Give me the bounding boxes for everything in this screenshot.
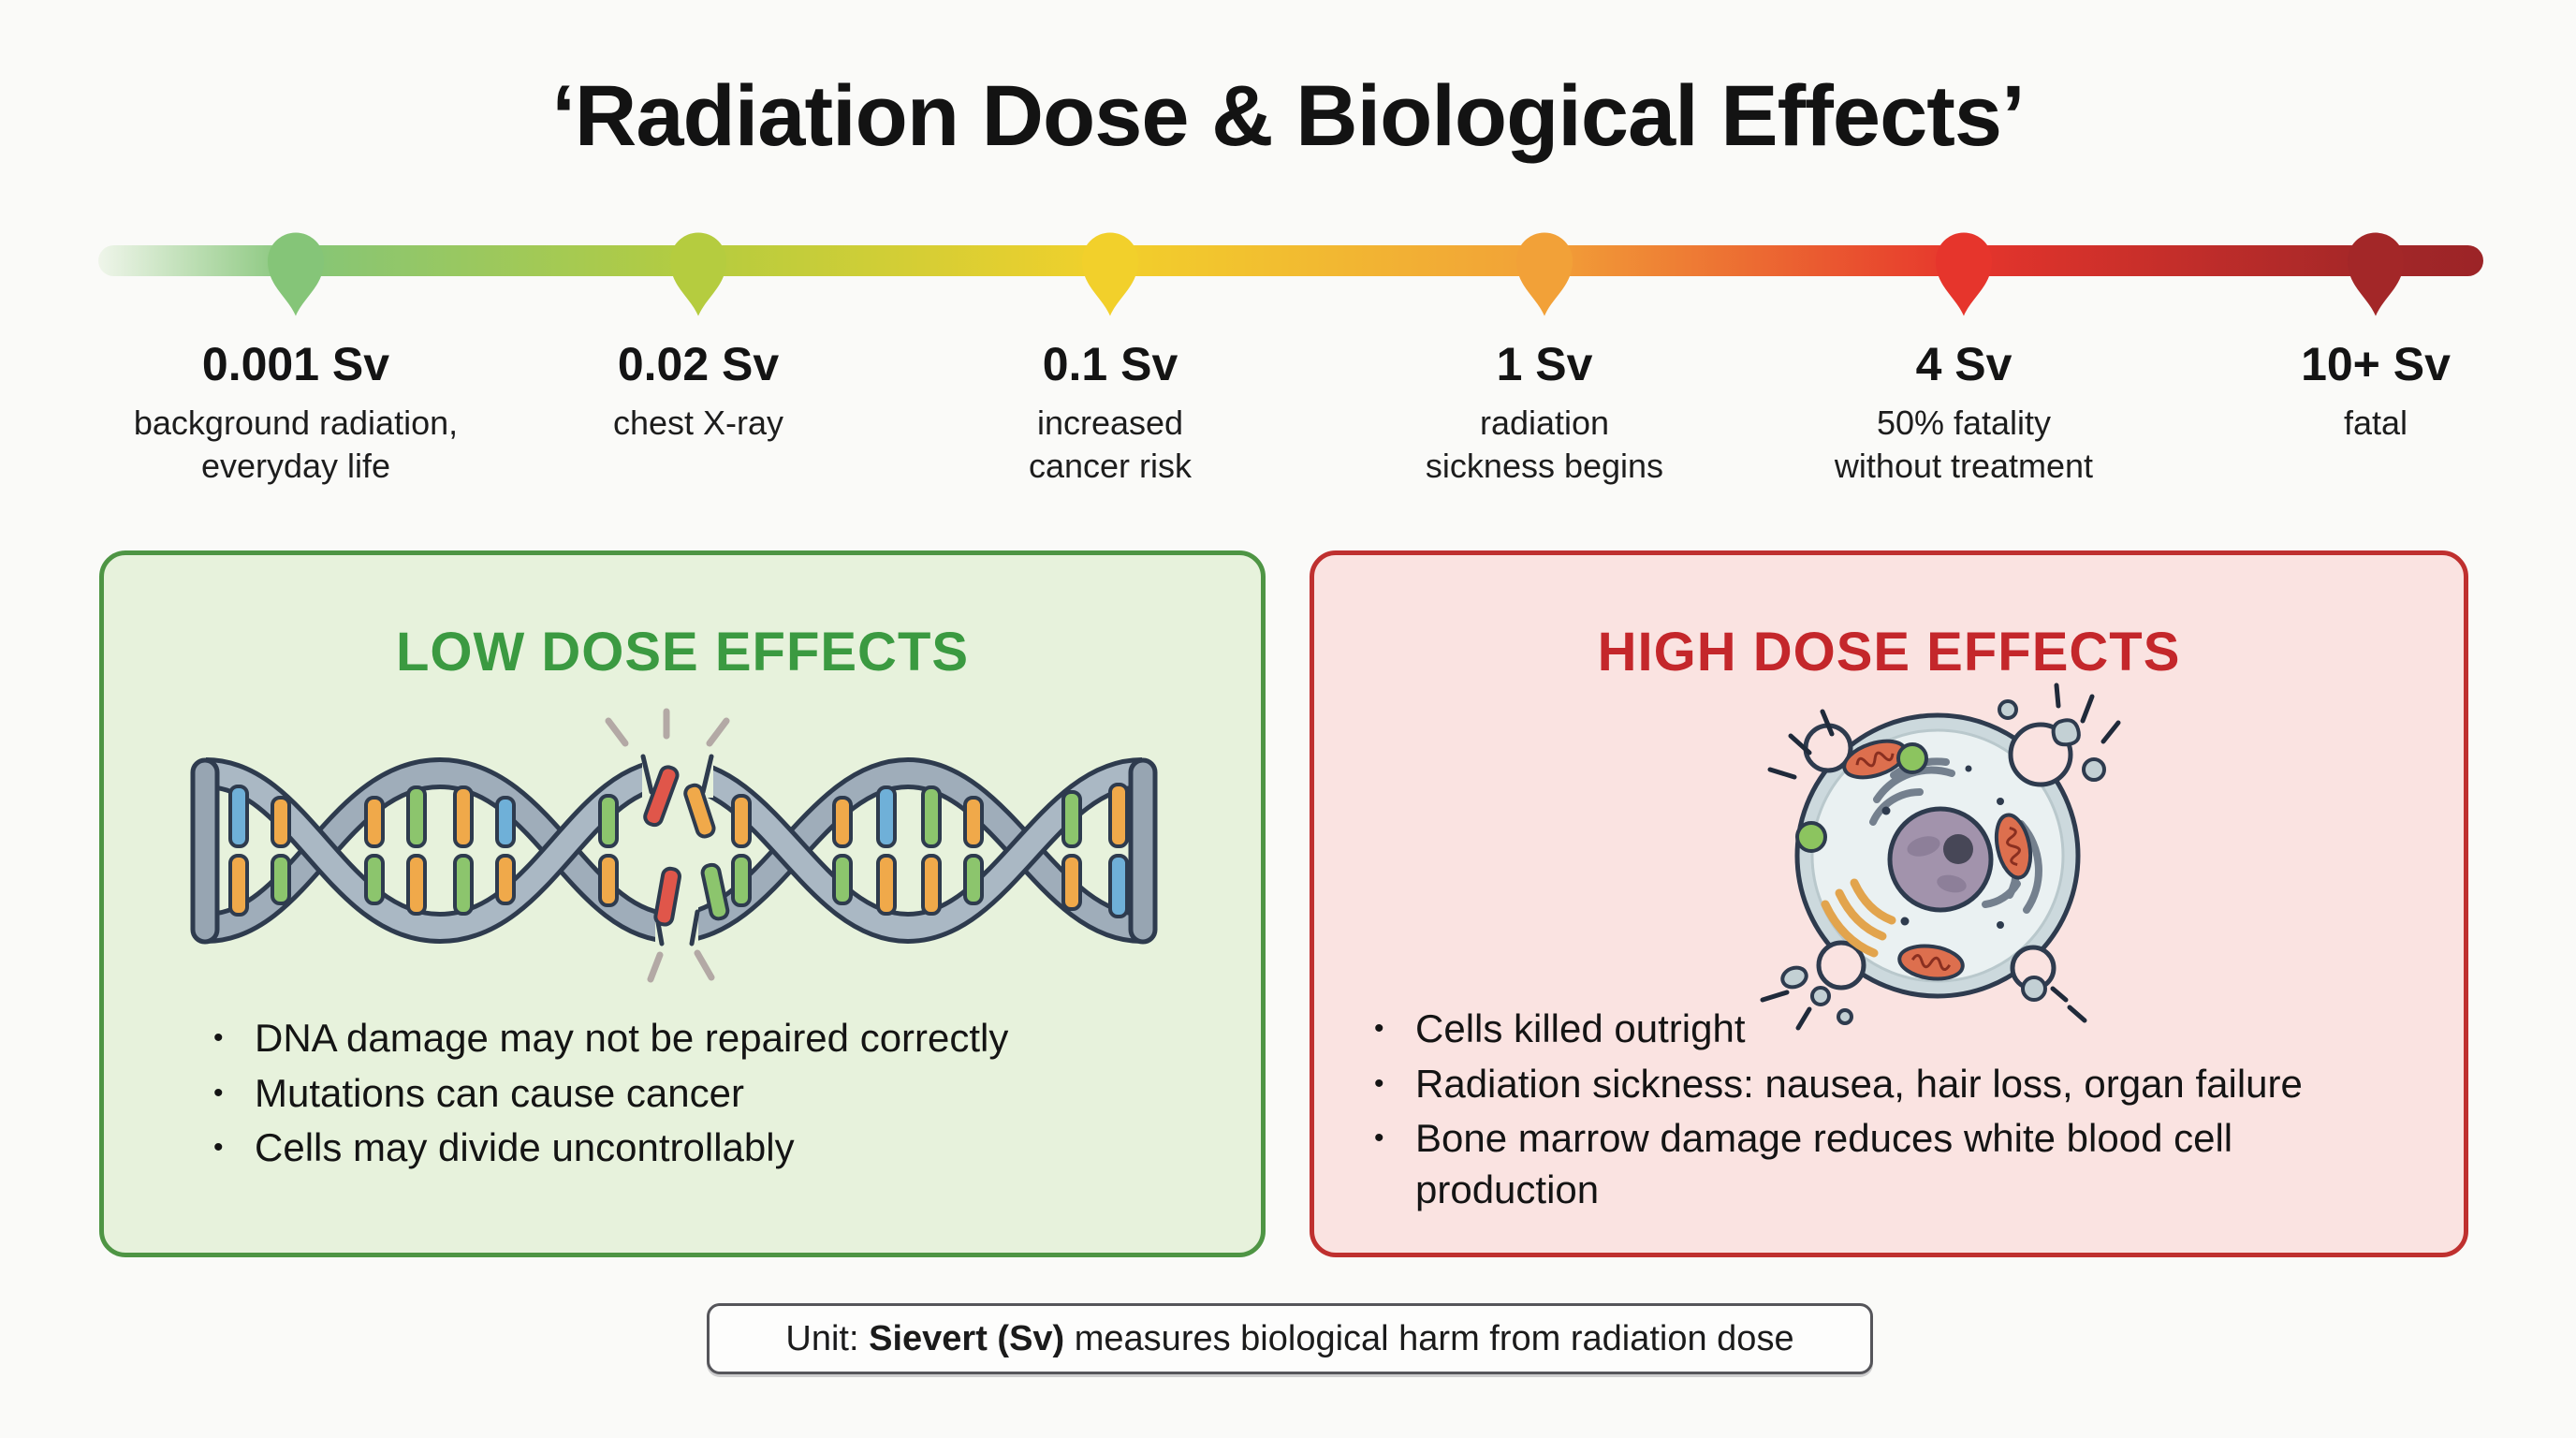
scale-pin-01sv [1082,232,1138,316]
list-item: • Cells killed outright [1374,1004,2385,1055]
bullet-text: DNA damage may not be repaired correctly [255,1016,1009,1060]
dose-value: 0.02 Sv [617,338,780,390]
list-item: • Mutations can cause cancer [213,1068,1224,1120]
high-dose-title: HIGH DOSE EFFECTS [1597,622,2181,682]
broken-dna-icon [190,708,1158,983]
unit-note-term: Sievert (Sv) [869,1318,1065,1358]
bullet-icon: • [1374,1067,1384,1099]
scale-pin-002sv [670,232,726,316]
bullet-text: Cells killed outright [1415,1006,1746,1050]
bullet-text: Mutations can cause cancer [255,1070,744,1115]
damaged-cell-icon [1760,682,2121,1031]
low-dose-bullet-list: • DNA damage may not be repaired correctl… [213,1013,1224,1178]
unit-note-suffix: measures biological harm from radiation … [1064,1318,1794,1358]
dose-value: 0.1 Sv [1042,338,1178,390]
dose-scale [98,232,2483,316]
dose-description: background radiation, everyday life [133,404,459,486]
dose-description: radiation sickness begins [1425,404,1664,486]
page-title: ‘Radiation Dose & Biological Effects’ [551,68,2025,164]
scale-pin-1sv [1516,232,1573,316]
scale-label-002sv: 0.02 Sv chest X-ray [399,339,998,445]
scale-pin-10sv [2348,232,2404,316]
scale-label-1sv: 1 Sv radiation sickness begins [1245,339,1844,488]
scale-pin-0001sv [268,232,324,316]
bullet-icon: • [1374,1123,1384,1154]
dose-value: 0.001 Sv [201,338,390,390]
bullet-icon: • [213,1022,224,1053]
scale-label-10sv: 10+ Sv fatal [2076,339,2576,445]
scale-label-4sv: 4 Sv 50% fatality without treatment [1664,339,2263,488]
dose-description: fatal [2343,404,2408,442]
unit-note-prefix: Unit: [785,1318,870,1358]
low-dose-title: LOW DOSE EFFECTS [395,622,970,682]
list-item: • Radiation sickness: nausea, hair loss, … [1374,1059,2385,1110]
dose-description: increased cancer risk [1028,404,1193,486]
bullet-icon: • [213,1132,224,1164]
scale-label-01sv: 0.1 Sv increased cancer risk [811,339,1410,488]
unit-note: Unit: Sievert (Sv) measures biological h… [707,1303,1873,1374]
list-item: • Bone marrow damage reduces white blood … [1374,1113,2385,1215]
dose-description: 50% fatality without treatment [1834,404,2094,486]
dose-value: 10+ Sv [2301,338,2451,390]
dose-description: chest X-ray [612,404,784,442]
bullet-text: Bone marrow damage reduces white blood c… [1415,1116,2233,1211]
bullet-text: Radiation sickness: nausea, hair loss, o… [1415,1061,2303,1106]
dose-gradient-bar [98,245,2483,276]
bullet-text: Cells may divide uncontrollably [255,1125,795,1170]
bullet-icon: • [213,1077,224,1108]
high-dose-bullet-list: • Cells killed outright • Radiation sickne… [1374,1004,2385,1219]
list-item: • DNA damage may not be repaired correctl… [213,1013,1224,1064]
list-item: • Cells may divide uncontrollably [213,1123,1224,1174]
dose-value: 1 Sv [1496,338,1593,390]
dose-value: 4 Sv [1915,338,2012,390]
bullet-icon: • [1374,1013,1384,1044]
scale-label-0001sv: 0.001 Sv background radiation, everyday … [0,339,595,488]
scale-pin-4sv [1936,232,1992,316]
